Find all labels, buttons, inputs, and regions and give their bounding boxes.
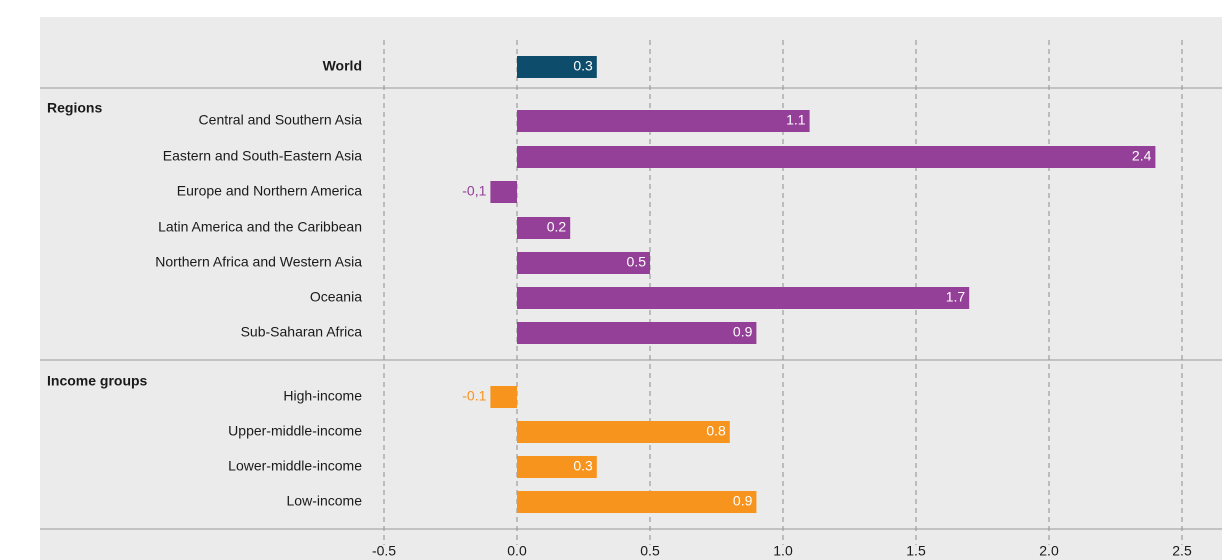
category-label: Sub-Saharan Africa xyxy=(241,324,363,340)
data-label: 2.4 xyxy=(1132,148,1152,164)
group-label-income: Income groups xyxy=(47,373,148,389)
category-label: Northern Africa and Western Asia xyxy=(155,254,362,270)
bar-regions xyxy=(517,322,757,344)
bar-regions xyxy=(517,146,1156,168)
x-tick-label: 1.0 xyxy=(773,543,793,559)
bar-regions xyxy=(517,110,810,132)
x-tick-label: 2.5 xyxy=(1172,543,1192,559)
data-label: 0.3 xyxy=(573,458,593,474)
x-tick-label: 2.0 xyxy=(1039,543,1059,559)
bar-income xyxy=(517,491,757,513)
bar-regions xyxy=(490,181,517,203)
data-label: 0.5 xyxy=(627,254,647,270)
x-tick-label: 0.0 xyxy=(507,543,527,559)
group-label-regions: Regions xyxy=(47,100,102,116)
x-tick-label: 0.5 xyxy=(640,543,660,559)
category-label: Latin America and the Caribbean xyxy=(158,219,362,235)
data-label: 1.1 xyxy=(786,112,806,128)
data-label: 1.7 xyxy=(946,289,966,305)
bar-income xyxy=(490,386,517,408)
bar-income xyxy=(517,421,730,443)
data-label: 0.8 xyxy=(706,423,726,439)
category-label: Low-income xyxy=(287,493,363,509)
bar-regions xyxy=(517,217,571,239)
bar-world xyxy=(517,56,597,78)
x-tick-label: -0.5 xyxy=(372,543,396,559)
category-label: Central and Southern Asia xyxy=(199,112,363,128)
category-label: Upper-middle-income xyxy=(228,423,362,439)
category-label: Lower-middle-income xyxy=(228,458,362,474)
bar-income xyxy=(517,456,597,478)
data-label: 0.2 xyxy=(547,219,567,235)
category-label: Europe and Northern America xyxy=(177,183,362,199)
data-label: 0.3 xyxy=(573,58,593,74)
bar-regions xyxy=(517,287,970,309)
category-label: High-income xyxy=(283,388,362,404)
category-label: Oceania xyxy=(310,289,362,305)
x-tick-label: 1.5 xyxy=(906,543,926,559)
data-label: 0.9 xyxy=(733,493,753,509)
bar-regions xyxy=(517,252,650,274)
data-label: 0.9 xyxy=(733,324,753,340)
category-label: World xyxy=(323,58,362,74)
category-label: Eastern and South-Eastern Asia xyxy=(163,148,362,164)
data-label: -0,1 xyxy=(462,183,486,199)
data-label: -0.1 xyxy=(462,388,486,404)
